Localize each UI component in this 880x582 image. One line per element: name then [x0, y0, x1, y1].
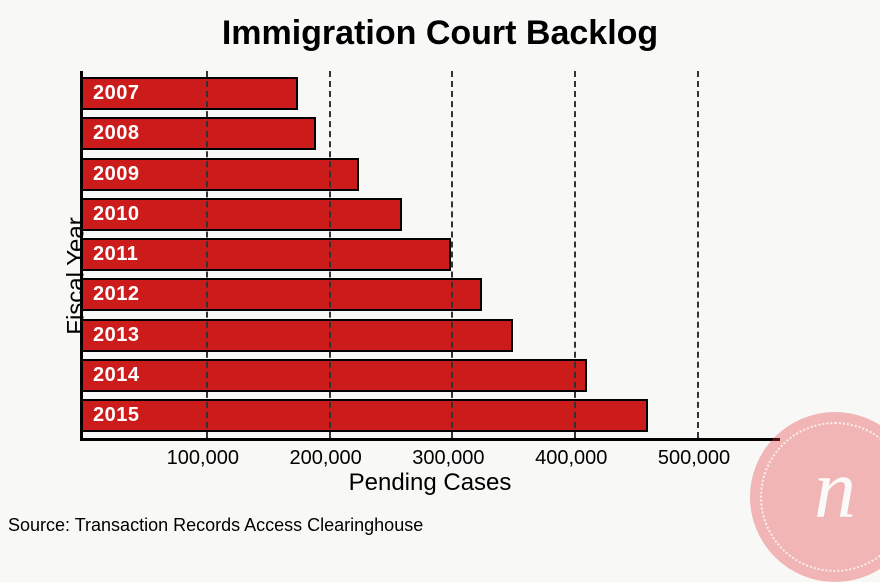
- bar-2011: 2011: [83, 238, 451, 271]
- bars-container: 2007 2008 2009 2010 2011 2012 2013 2014 2015: [83, 77, 780, 432]
- bar-2012: 2012: [83, 278, 482, 311]
- source-text: Source: Transaction Records Access Clear…: [8, 515, 423, 536]
- chart-area: Fiscal Year 2007200820092010201120122013…: [0, 61, 880, 491]
- bar-2014: 2014: [83, 359, 587, 392]
- bar-2007: 2007: [83, 77, 298, 110]
- gridline: [451, 71, 453, 438]
- bar-2013: 2013: [83, 319, 513, 352]
- x-tick-label: 100,000: [167, 447, 239, 470]
- x-tick-label: 500,000: [658, 447, 730, 470]
- chart-title: Immigration Court Backlog: [0, 0, 880, 61]
- gridline: [574, 71, 576, 438]
- gridline: [206, 71, 208, 438]
- bar-2015: 2015: [83, 399, 648, 432]
- bar-2009: 2009: [83, 158, 359, 191]
- x-tick-label: 300,000: [412, 447, 484, 470]
- x-tick-label: 200,000: [289, 447, 361, 470]
- gridline: [697, 71, 699, 438]
- x-tick-label: 400,000: [535, 447, 607, 470]
- x-axis-label: Pending Cases: [80, 469, 780, 497]
- plot-area: 2007 2008 2009 2010 2011 2012 2013 2014 2015: [80, 71, 780, 441]
- x-ticks: 100,000 200,000 300,000 400,000 500,000: [80, 443, 780, 469]
- bar-2008: 2008: [83, 117, 316, 150]
- bar-2010: 2010: [83, 198, 402, 231]
- gridline: [329, 71, 331, 438]
- watermark-glyph: n: [814, 448, 856, 532]
